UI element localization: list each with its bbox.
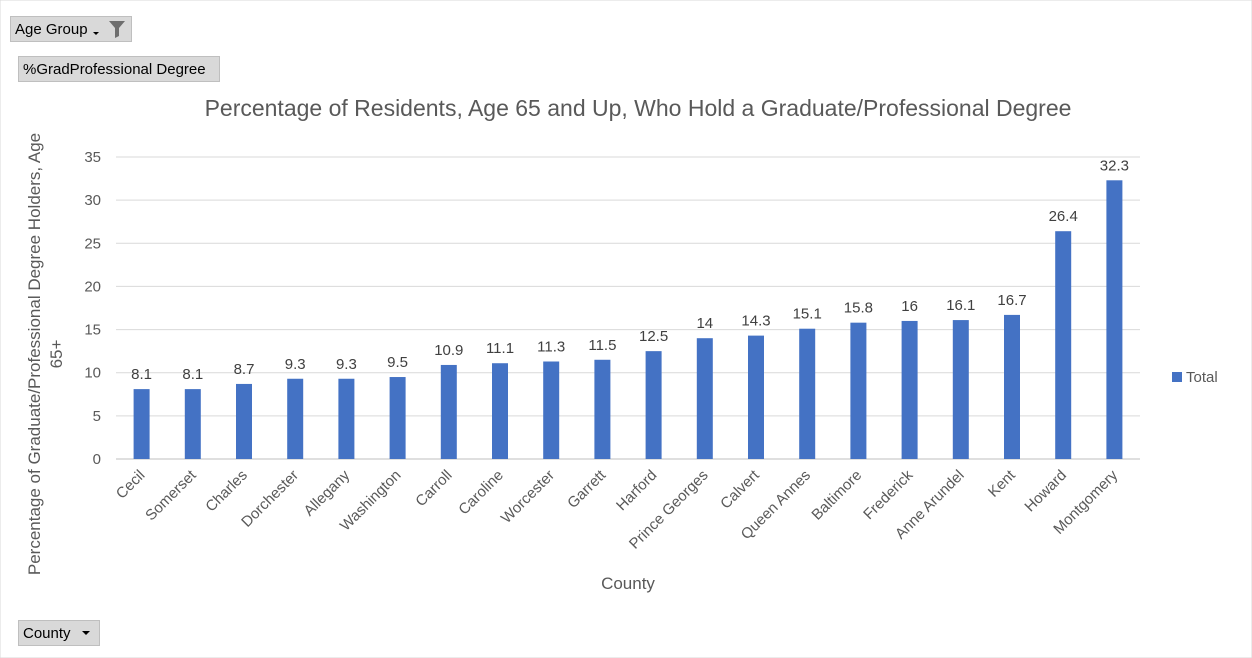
value-field-button[interactable]: %GradProfessional Degree (18, 56, 220, 82)
y-tick-label: 10 (84, 365, 101, 382)
data-label: 12.5 (639, 328, 668, 345)
county-field-button[interactable]: County (18, 620, 100, 646)
legend[interactable]: Total (1172, 369, 1218, 386)
data-label: 9.3 (285, 356, 306, 373)
y-tick-label: 35 (84, 149, 101, 166)
bar[interactable] (133, 389, 150, 459)
bar[interactable] (645, 351, 662, 459)
data-label: 9.3 (336, 356, 357, 373)
county-field-label: County (23, 624, 71, 642)
legend-label-total: Total (1186, 369, 1218, 386)
y-axis-title-line-1: Percentage of Graduate/Professional Degr… (25, 133, 44, 575)
bar[interactable] (184, 389, 201, 459)
y-tick-label: 20 (84, 278, 101, 295)
bar[interactable] (492, 363, 508, 459)
bar[interactable] (1106, 180, 1123, 459)
y-tick-label: 5 (93, 408, 101, 425)
bar[interactable] (1055, 231, 1072, 459)
bar[interactable] (799, 328, 816, 459)
data-label: 8.1 (131, 366, 152, 383)
data-label: 15.8 (844, 300, 873, 317)
legend-swatch-total (1172, 372, 1182, 382)
data-label: 26.4 (1049, 208, 1078, 225)
bar[interactable] (901, 320, 918, 459)
data-label: 11.3 (537, 338, 565, 355)
data-label: 32.3 (1100, 157, 1129, 174)
bar[interactable] (748, 335, 764, 459)
y-tick-label: 15 (84, 322, 101, 339)
y-tick-label: 0 (93, 451, 101, 468)
data-series-total[interactable] (133, 180, 1123, 459)
bar[interactable] (287, 378, 304, 459)
data-label: 11.1 (486, 340, 514, 357)
x-axis-title: County (601, 574, 655, 593)
data-label: 16.1 (946, 297, 975, 314)
data-label: 11.5 (588, 337, 616, 354)
bar[interactable] (850, 322, 867, 459)
value-axis-labels: 0 5 10 15 20 25 30 35 (84, 149, 101, 468)
y-axis-title: Percentage of Graduate/Professional Degr… (25, 133, 66, 575)
data-label: 14.3 (741, 313, 770, 330)
bar[interactable] (543, 361, 560, 459)
data-label: 16.7 (997, 292, 1026, 309)
age-group-filter-label: Age Group (15, 20, 88, 38)
bar[interactable] (696, 338, 713, 459)
bar[interactable] (236, 383, 252, 459)
data-label: 16 (901, 298, 918, 315)
data-label: 8.1 (182, 366, 203, 383)
funnel-icon (108, 21, 125, 38)
value-field-label: %GradProfessional Degree (23, 60, 206, 78)
data-label: 10.9 (434, 342, 463, 359)
y-tick-label: 30 (84, 192, 101, 209)
data-label: 14 (696, 315, 713, 332)
bar[interactable] (1004, 314, 1020, 459)
data-label: 9.5 (387, 354, 408, 371)
chart-title: Percentage of Residents, Age 65 and Up, … (205, 95, 1072, 121)
bar[interactable] (440, 364, 457, 459)
value-gridlines (116, 156, 1140, 460)
data-label: 8.7 (234, 361, 255, 378)
age-group-filter-button[interactable]: Age Group (10, 16, 132, 42)
chevron-down-icon (81, 631, 90, 635)
data-label: 15.1 (793, 306, 822, 323)
bar[interactable] (338, 378, 355, 459)
bar[interactable] (389, 377, 406, 459)
y-axis-title-line-2: 65+ (47, 340, 66, 369)
chevron-down-icon (92, 32, 99, 35)
y-tick-label: 25 (84, 235, 101, 252)
bar[interactable] (952, 320, 969, 459)
bar[interactable] (594, 359, 611, 459)
data-labels: 8.1 8.1 8.7 9.3 9.3 9.5 10.9 11.1 11.3 11.5 12.5 14… (131, 157, 1129, 383)
